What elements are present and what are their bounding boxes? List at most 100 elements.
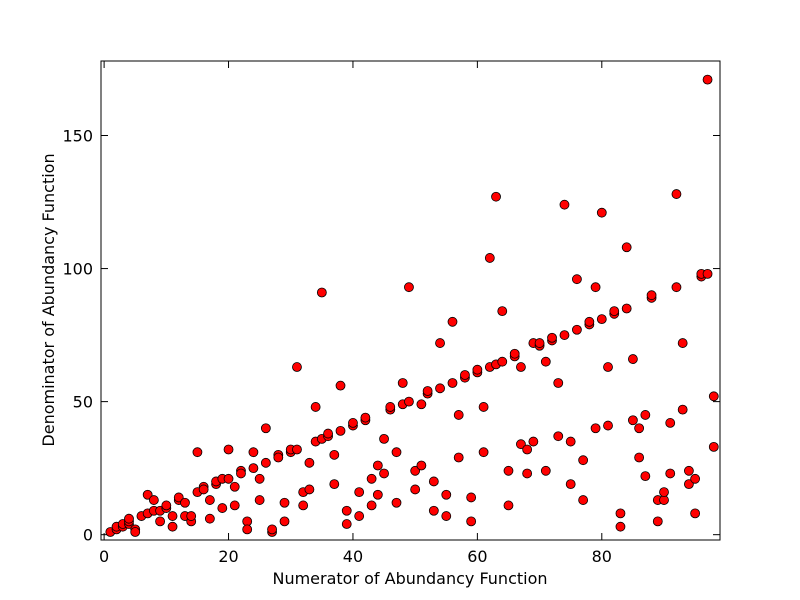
data-point bbox=[491, 191, 501, 202]
data-point bbox=[677, 404, 688, 415]
data-point bbox=[304, 457, 315, 468]
data-point bbox=[609, 306, 620, 317]
data-point bbox=[671, 189, 682, 199]
data-point bbox=[155, 516, 166, 527]
x-tick-label: 0 bbox=[99, 547, 109, 566]
y-tick-label: 0 bbox=[83, 526, 93, 545]
axis-ticks bbox=[101, 61, 720, 540]
x-tick-label: 20 bbox=[218, 547, 238, 566]
data-point bbox=[273, 452, 284, 463]
data-point bbox=[553, 431, 564, 442]
data-point bbox=[565, 479, 576, 490]
data-point bbox=[516, 439, 526, 450]
data-point bbox=[447, 378, 458, 388]
data-point bbox=[615, 508, 626, 519]
data-point bbox=[242, 524, 253, 535]
data-point bbox=[652, 516, 663, 527]
data-point bbox=[422, 386, 433, 396]
data-point bbox=[441, 511, 452, 521]
data-point bbox=[497, 306, 508, 317]
data-point bbox=[702, 74, 713, 85]
data-point bbox=[596, 207, 607, 218]
data-point bbox=[590, 423, 601, 434]
data-point bbox=[671, 282, 682, 293]
data-point bbox=[124, 513, 134, 524]
data-point bbox=[578, 455, 589, 466]
data-point bbox=[615, 521, 626, 532]
data-point bbox=[391, 447, 402, 458]
data-point bbox=[148, 495, 159, 505]
data-point bbox=[292, 362, 302, 372]
data-point bbox=[267, 524, 277, 535]
data-point bbox=[316, 287, 327, 298]
data-point bbox=[397, 378, 408, 388]
data-point bbox=[348, 418, 358, 428]
data-point bbox=[354, 511, 365, 521]
data-point bbox=[509, 348, 520, 359]
data-point bbox=[522, 468, 533, 479]
data-point bbox=[702, 268, 713, 279]
data-point bbox=[161, 500, 172, 511]
data-point bbox=[690, 473, 701, 484]
y-axis-title: Denominator of Abundancy Function bbox=[39, 153, 58, 446]
data-point bbox=[428, 505, 439, 516]
data-point bbox=[683, 465, 694, 476]
data-point bbox=[279, 516, 290, 527]
data-point bbox=[360, 412, 371, 423]
data-point bbox=[142, 489, 153, 500]
data-point bbox=[354, 487, 365, 498]
data-point bbox=[323, 428, 333, 439]
data-point bbox=[248, 447, 259, 458]
data-point bbox=[298, 500, 309, 511]
data-point bbox=[665, 418, 676, 428]
data-point bbox=[478, 402, 489, 412]
data-point bbox=[198, 484, 209, 495]
data-points bbox=[105, 74, 719, 537]
data-point bbox=[578, 495, 589, 505]
data-point bbox=[528, 436, 539, 447]
data-point bbox=[416, 460, 427, 471]
data-point bbox=[484, 253, 495, 263]
data-point bbox=[329, 449, 340, 460]
data-point bbox=[410, 465, 421, 476]
data-point bbox=[522, 444, 533, 455]
data-point bbox=[404, 396, 414, 407]
data-point bbox=[516, 362, 526, 372]
data-point bbox=[478, 447, 489, 458]
data-point bbox=[435, 383, 445, 394]
data-point bbox=[248, 463, 259, 474]
data-point bbox=[466, 516, 477, 527]
data-point bbox=[372, 460, 383, 471]
data-point bbox=[683, 479, 694, 490]
data-point bbox=[329, 479, 340, 490]
data-point bbox=[167, 521, 178, 532]
data-point bbox=[410, 484, 421, 495]
data-point bbox=[279, 497, 290, 508]
y-tick-label: 100 bbox=[62, 260, 93, 279]
x-tick-label: 60 bbox=[467, 547, 487, 566]
data-point bbox=[690, 508, 701, 519]
data-point bbox=[708, 391, 719, 402]
data-point bbox=[659, 487, 669, 498]
data-point bbox=[229, 481, 240, 492]
data-point bbox=[559, 330, 570, 340]
data-point bbox=[646, 290, 657, 301]
data-point bbox=[603, 420, 613, 431]
data-point bbox=[472, 364, 483, 375]
data-point bbox=[217, 503, 228, 513]
x-axis-title: Numerator of Abundancy Function bbox=[272, 569, 547, 588]
data-point bbox=[379, 433, 389, 444]
data-point bbox=[640, 471, 651, 482]
data-point bbox=[404, 282, 414, 293]
data-point bbox=[547, 332, 557, 343]
data-point bbox=[341, 519, 352, 529]
data-point bbox=[603, 362, 613, 372]
data-point bbox=[584, 316, 595, 327]
y-tick-label: 50 bbox=[73, 393, 93, 412]
data-point bbox=[441, 489, 452, 500]
data-point bbox=[640, 410, 651, 420]
data-point bbox=[453, 452, 464, 463]
data-point bbox=[503, 500, 514, 511]
data-point bbox=[590, 282, 601, 293]
